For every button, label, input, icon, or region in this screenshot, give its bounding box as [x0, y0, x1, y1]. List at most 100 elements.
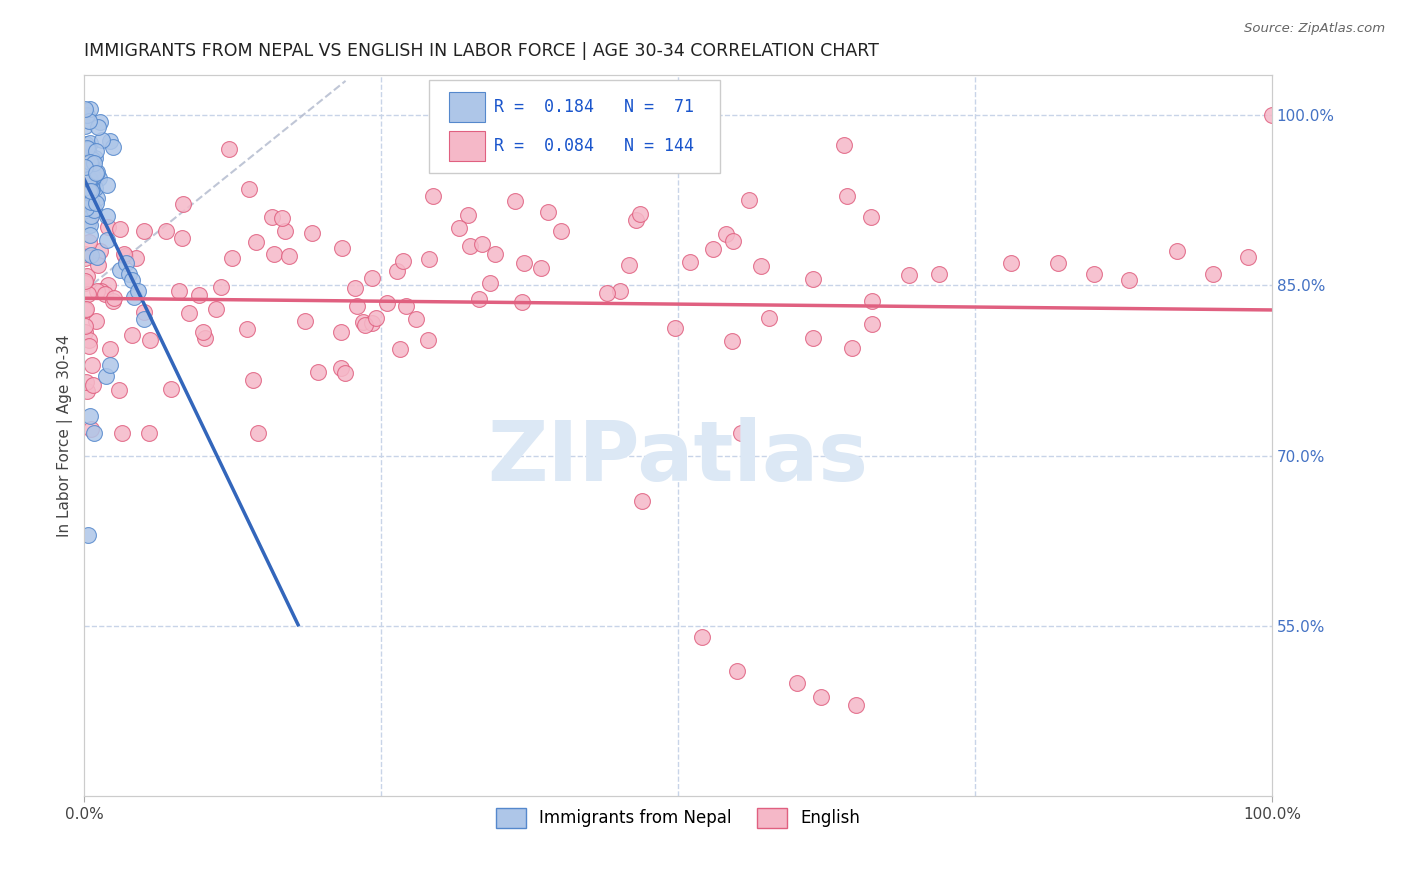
Point — [221, 252, 243, 266]
Point — [80, 248, 103, 262]
Point — [75, 160, 97, 174]
Point — [89, 244, 111, 259]
Point — [98, 342, 121, 356]
Point — [898, 268, 921, 283]
Point — [801, 331, 824, 345]
Point — [173, 196, 195, 211]
Point — [112, 247, 135, 261]
Point — [98, 134, 121, 148]
Point — [79, 176, 101, 190]
Point — [391, 254, 413, 268]
Point — [76, 108, 98, 122]
Point — [75, 202, 97, 216]
Point — [260, 210, 283, 224]
Point — [664, 321, 686, 335]
Point — [83, 172, 105, 186]
Point — [86, 251, 108, 265]
Point — [330, 241, 353, 255]
Point — [550, 224, 572, 238]
Point — [86, 144, 108, 158]
Point — [79, 136, 101, 150]
Point — [79, 102, 101, 116]
Point — [758, 311, 780, 326]
Point — [79, 155, 101, 169]
Y-axis label: In Labor Force | Age 30-34: In Labor Force | Age 30-34 — [58, 334, 73, 537]
Point — [503, 194, 526, 209]
Point — [75, 274, 97, 288]
Point — [77, 235, 100, 249]
Point — [82, 378, 104, 392]
Point — [702, 242, 724, 256]
Point — [79, 218, 101, 232]
Point — [108, 222, 131, 236]
Point — [76, 179, 98, 194]
Point — [631, 494, 654, 508]
Point — [510, 294, 533, 309]
Point — [859, 210, 882, 224]
Point — [75, 303, 97, 318]
Point — [329, 325, 352, 339]
Point — [188, 288, 211, 302]
Text: R =  0.084   N = 144: R = 0.084 N = 144 — [494, 137, 695, 155]
Point — [513, 256, 536, 270]
Point — [139, 334, 162, 348]
Point — [75, 136, 97, 151]
Point — [75, 375, 97, 389]
Point — [422, 189, 444, 203]
Point — [457, 208, 479, 222]
Point — [96, 209, 118, 223]
Point — [84, 166, 107, 180]
Point — [132, 224, 155, 238]
Point — [75, 301, 97, 316]
Point — [79, 171, 101, 186]
Point — [301, 227, 323, 241]
Point — [79, 195, 101, 210]
Point — [530, 261, 553, 276]
Point — [86, 285, 108, 299]
Point — [405, 311, 427, 326]
Point — [167, 284, 190, 298]
Point — [803, 272, 825, 286]
Point — [720, 334, 742, 348]
Point — [127, 284, 149, 298]
Point — [76, 183, 98, 197]
Point — [75, 119, 97, 133]
Point — [928, 267, 950, 281]
Point — [236, 322, 259, 336]
Point — [352, 315, 374, 329]
Point — [458, 239, 481, 253]
Point — [90, 133, 112, 147]
Point — [860, 294, 883, 309]
Point — [110, 425, 132, 440]
Point — [343, 281, 366, 295]
Point — [205, 302, 228, 317]
Point — [79, 211, 101, 225]
Point — [786, 675, 808, 690]
Point — [101, 140, 124, 154]
Point — [714, 227, 737, 241]
Point — [76, 269, 98, 284]
Point — [723, 234, 745, 248]
Point — [246, 425, 269, 440]
Point — [596, 286, 619, 301]
Point — [537, 205, 560, 219]
Point — [75, 277, 97, 291]
Point — [194, 331, 217, 345]
Point — [94, 369, 117, 384]
Point — [360, 316, 382, 330]
Point — [170, 231, 193, 245]
Point — [79, 409, 101, 423]
Point — [115, 255, 138, 269]
Point — [132, 312, 155, 326]
Point — [395, 299, 418, 313]
Point — [1000, 255, 1022, 269]
Point — [447, 221, 470, 235]
Point — [114, 249, 136, 263]
Point — [96, 233, 118, 247]
Point — [101, 293, 124, 308]
Point — [263, 247, 285, 261]
Point — [77, 333, 100, 347]
Point — [1201, 267, 1223, 281]
Point — [76, 216, 98, 230]
Point — [628, 207, 651, 221]
